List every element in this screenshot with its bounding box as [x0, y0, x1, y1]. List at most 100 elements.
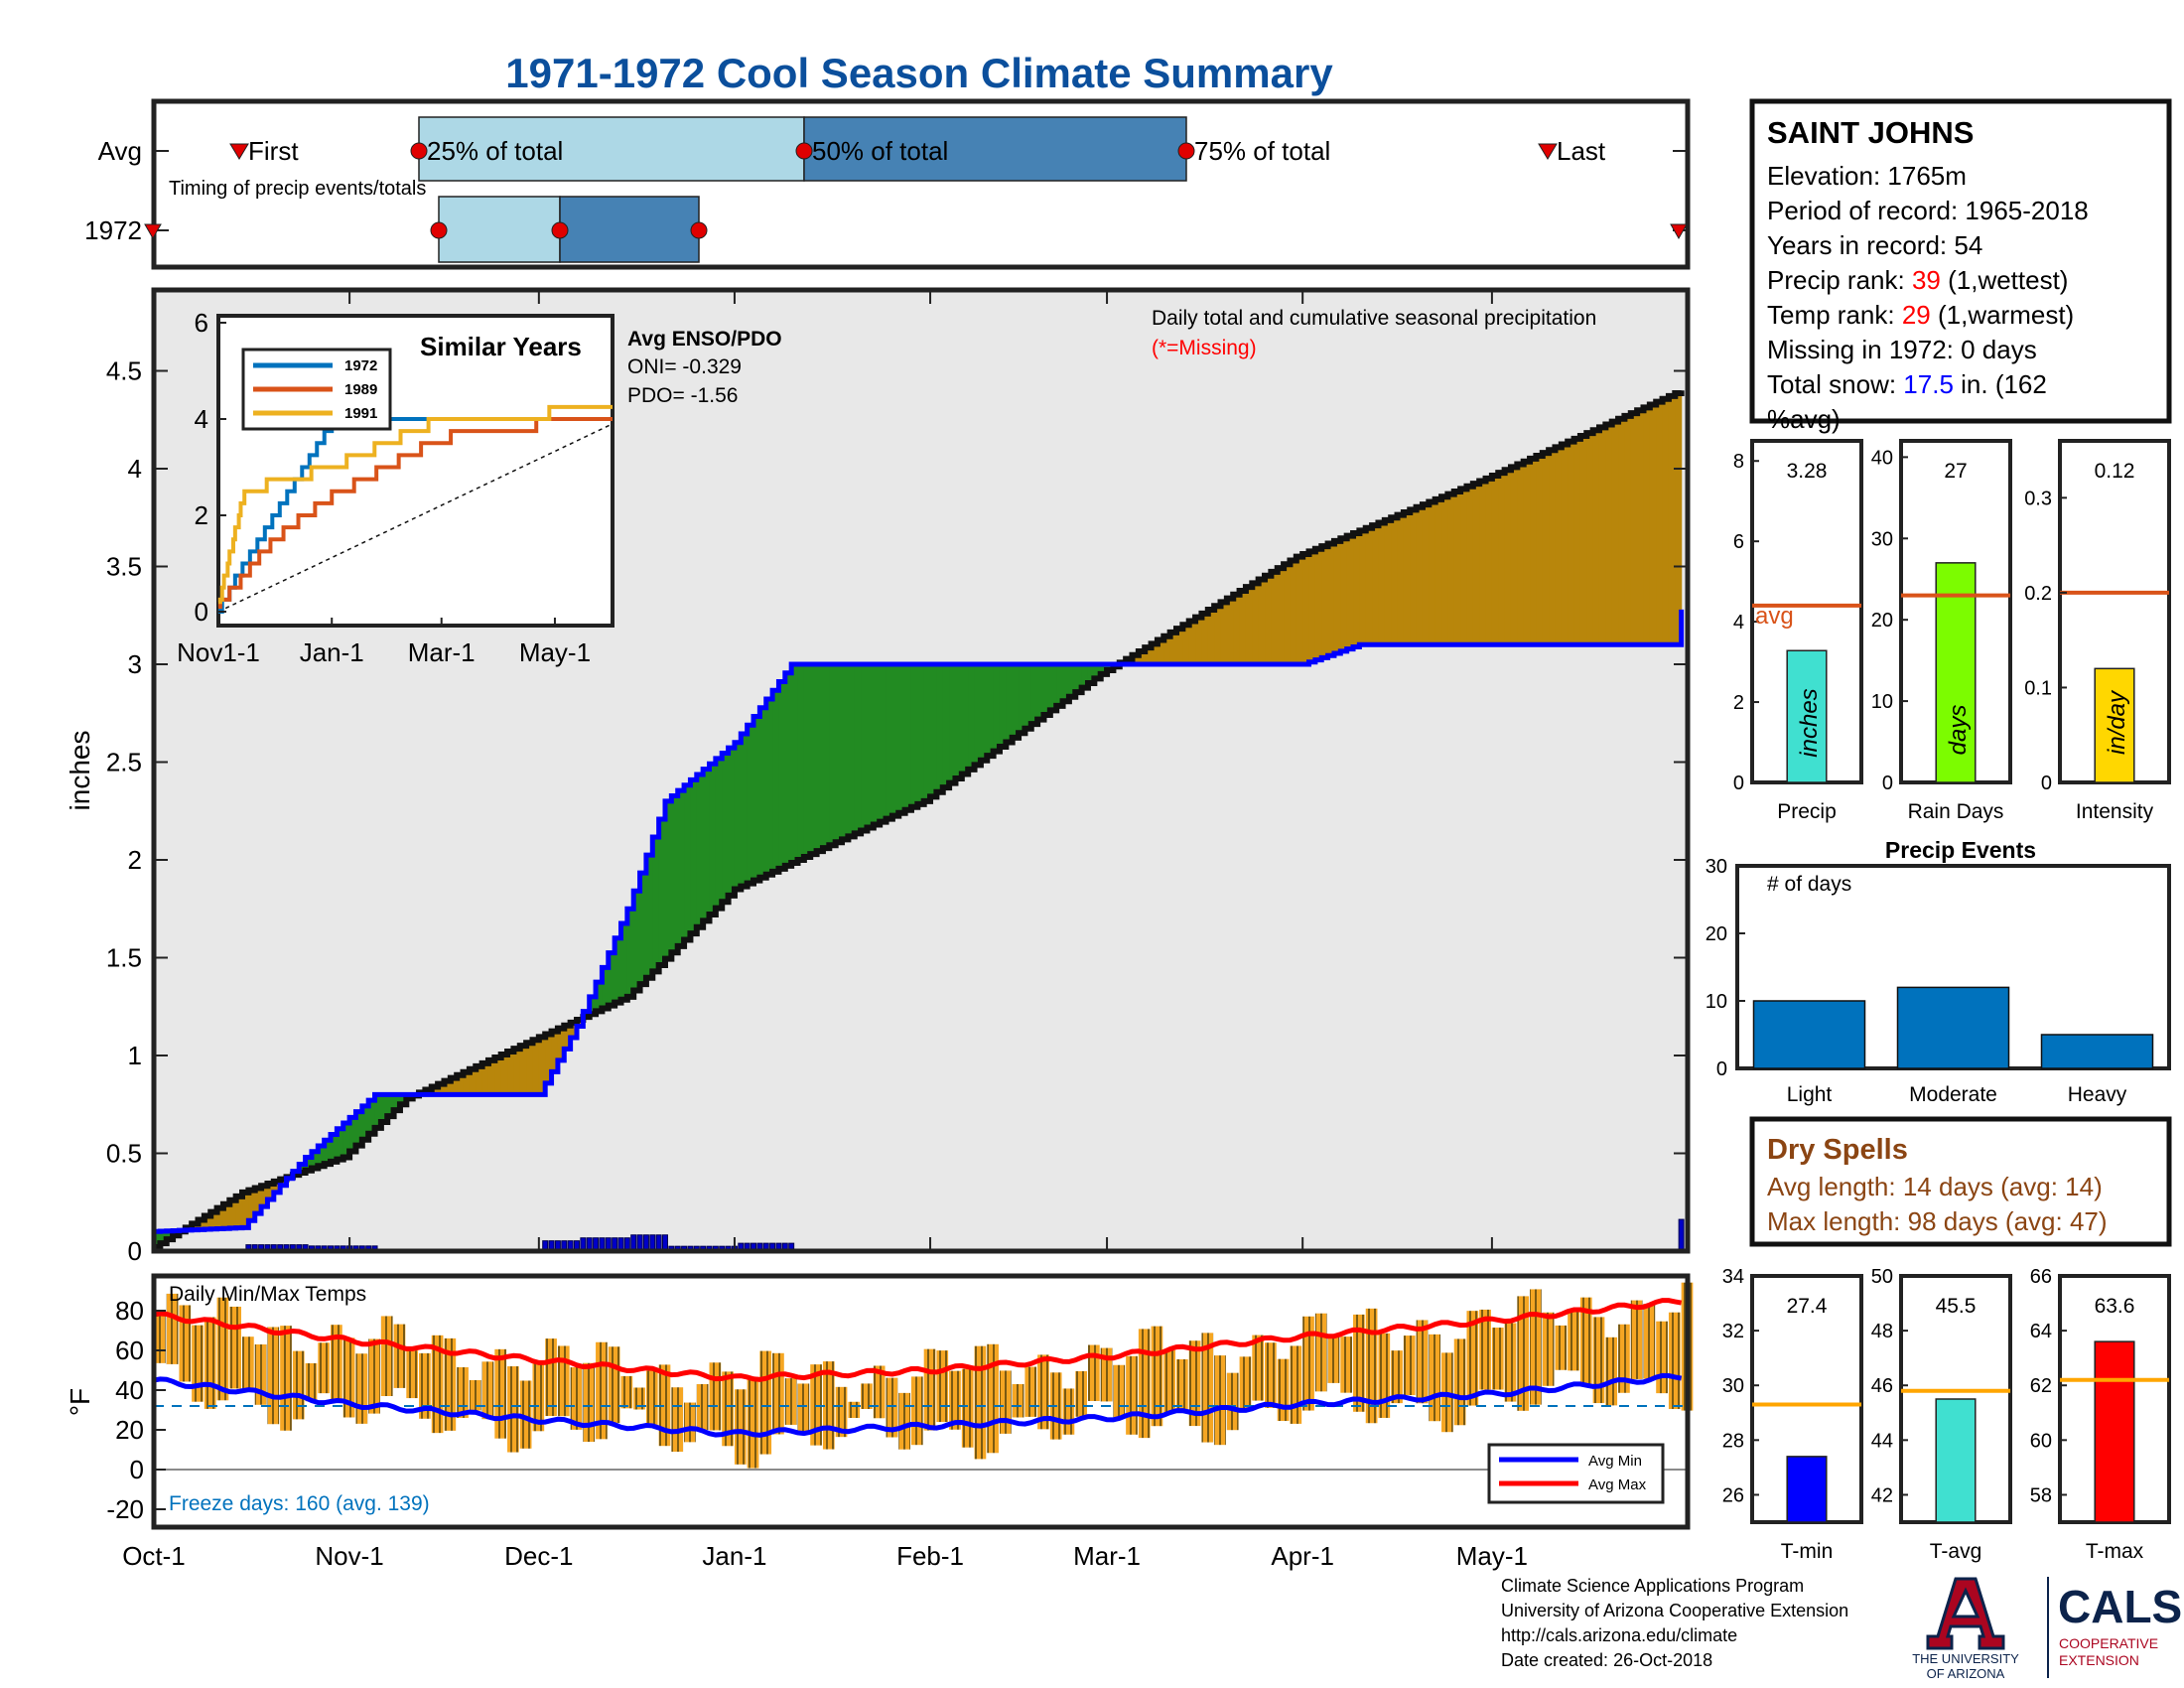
- precip-stat-y-tick-label: 8: [1733, 451, 1744, 473]
- tmin-stat-label: T-min: [1781, 1540, 1834, 1563]
- daily-temp-range-bar: [1555, 1325, 1568, 1370]
- anomaly-band: [633, 891, 641, 991]
- x-tick-label: Mar-1: [1073, 1541, 1141, 1571]
- anomaly-band: [1365, 527, 1373, 645]
- daily-temp-range-bar: [999, 1370, 1012, 1434]
- inset-x-tick-label: Nov1-1: [177, 637, 260, 667]
- inset-y-tick-label: 0: [195, 597, 208, 627]
- anomaly-band: [1056, 664, 1064, 706]
- daily-temp-range-bar: [747, 1376, 759, 1469]
- daily-temp-range-bar: [987, 1343, 999, 1454]
- anomaly-band: [331, 1134, 338, 1162]
- anomaly-band: [507, 1052, 515, 1095]
- daily-temp-range-bar: [204, 1317, 216, 1409]
- anomaly-band: [848, 664, 856, 837]
- anomaly-band: [955, 664, 963, 779]
- daily-temp-range-bar: [1062, 1388, 1075, 1435]
- daily-temp-range-bar: [179, 1305, 192, 1382]
- anomaly-band: [481, 1062, 489, 1095]
- anomaly-band: [1453, 491, 1461, 645]
- anomaly-band: [1049, 664, 1057, 711]
- daily-temp-range-bar: [608, 1346, 620, 1424]
- anomaly-band: [1643, 407, 1651, 645]
- anomaly-band: [1030, 664, 1038, 725]
- anomaly-band: [1568, 441, 1575, 645]
- anomaly-band: [1429, 501, 1436, 645]
- daily-temp-range-bar: [1327, 1334, 1340, 1383]
- inset-y-tick-label: 6: [195, 308, 208, 338]
- anomaly-band: [1441, 496, 1448, 645]
- enso-pdo: PDO= -1.56: [627, 384, 738, 407]
- daily-temp-range-bar: [419, 1352, 431, 1419]
- daily-temp-range-bar: [342, 1337, 355, 1418]
- temp-series-layer: [153, 1282, 1694, 1471]
- x-tick-label: Apr-1: [1271, 1541, 1334, 1571]
- x-tick-label: Oct-1: [122, 1541, 186, 1571]
- anomaly-band: [570, 1022, 578, 1038]
- tmax-stat-y-tick-label: 60: [2030, 1430, 2052, 1452]
- station-elevation: Elevation: 1765m: [1767, 161, 1967, 191]
- similar-years-inset: 0 2 4 6 Nov1-1 Jan-1 Mar-1 May-1 1972 1989 1991…: [177, 308, 614, 667]
- anomaly-band: [803, 664, 811, 858]
- raindays-stat-y-tick-label: 30: [1871, 528, 1893, 550]
- anomaly-band: [1359, 530, 1367, 645]
- footer: Climate Science Applications Program Uni…: [1501, 1576, 2182, 1681]
- daily-temp-range-bar: [1265, 1342, 1277, 1408]
- anomaly-band: [797, 664, 805, 860]
- anomaly-band: [1081, 664, 1089, 688]
- daily-temp-range-bar: [1252, 1335, 1265, 1401]
- daily-temp-range-bar: [1668, 1312, 1681, 1410]
- anomaly-band: [596, 982, 604, 1012]
- anomaly-band: [1523, 461, 1531, 645]
- intensity-unit: in/day: [2104, 689, 2130, 755]
- daily-temp-range-bar: [722, 1371, 734, 1447]
- daily-temp-range-bar: [1530, 1289, 1542, 1405]
- temp-y-tick-label: 20: [115, 1415, 144, 1445]
- university-of-arizona-logo: THE UNIVERSITY OF ARIZONA: [1912, 1577, 2019, 1681]
- anomaly-band: [810, 664, 818, 855]
- anomaly-band: [1618, 418, 1626, 645]
- daily-temp-range-bar: [1100, 1347, 1113, 1402]
- main-series-layer: [154, 390, 1685, 1251]
- anomaly-band: [709, 764, 717, 915]
- anomaly-band: [728, 748, 736, 896]
- tavg-stat-label: T-avg: [1930, 1540, 1982, 1563]
- main-axes-layer: 0 0.5 1 1.5 2 2.5 3 3.5 4 4.5: [106, 290, 1688, 1266]
- x-tick-label: Jan-1: [702, 1541, 766, 1571]
- tmax-stat-bar: [2094, 1340, 2135, 1523]
- anomaly-band: [891, 664, 899, 816]
- x-tick-label: May-1: [1456, 1541, 1528, 1571]
- anomaly-band: [1138, 650, 1146, 664]
- tavg-stat-value: 45.5: [1936, 1295, 1977, 1318]
- daily-temp-range-bar: [216, 1297, 229, 1401]
- anomaly-band: [1214, 606, 1222, 664]
- anomaly-band: [645, 855, 653, 978]
- anomaly-band: [487, 1059, 495, 1095]
- anomaly-band: [1245, 587, 1253, 664]
- anomaly-band: [784, 672, 792, 866]
- anomaly-band: [1447, 493, 1455, 645]
- daily-temp-range-bar: [1568, 1309, 1579, 1371]
- anomaly-band: [1561, 444, 1569, 645]
- daily-temp-range-bar: [1126, 1355, 1138, 1435]
- x-tick-label: Nov-1: [315, 1541, 383, 1571]
- daily-temp-range-bar: [835, 1386, 848, 1438]
- anomaly-band: [324, 1140, 332, 1165]
- daily-temp-range-bar: [1163, 1349, 1175, 1413]
- raindays-unit: days: [1945, 705, 1972, 756]
- daily-temp-range-bar: [545, 1338, 557, 1417]
- timing-1972-p25-marker: [430, 221, 448, 239]
- anomaly-band: [999, 664, 1007, 748]
- anomaly-band: [1207, 610, 1215, 664]
- intensity-stat-label: Intensity: [2076, 800, 2154, 823]
- anomaly-band: [1314, 548, 1322, 660]
- timing-1972-p50-marker: [551, 221, 569, 239]
- tmin-stat-y-tick-label: 34: [1722, 1266, 1744, 1288]
- anomaly-band: [387, 1094, 395, 1117]
- timing-p25-marker: [410, 142, 428, 160]
- anomaly-band: [829, 664, 837, 846]
- daily-temp-range-bar: [1138, 1329, 1151, 1439]
- anomaly-band: [1195, 617, 1203, 664]
- anomaly-band: [765, 699, 773, 875]
- daily-temp-range-bar: [1239, 1356, 1252, 1410]
